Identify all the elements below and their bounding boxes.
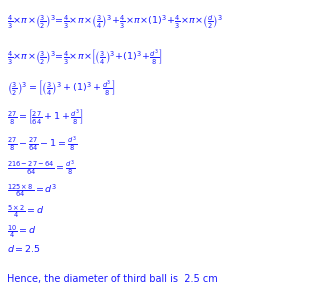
Text: $\frac{4}{3}\!\times\!\pi\!\times\!\left(\frac{3}{2}\right)^{3}\!=\!\frac{4}{3}\: $\frac{4}{3}\!\times\!\pi\!\times\!\left… — [7, 47, 162, 66]
Text: $\frac{5\times 2}{4}=d$: $\frac{5\times 2}{4}=d$ — [7, 203, 44, 220]
Text: $\frac{125\times 8}{64}=d^{3}$: $\frac{125\times 8}{64}=d^{3}$ — [7, 182, 57, 199]
Text: $\frac{27}{8}=\left[\frac{27}{64}+1+\frac{d^{3}}{8}\right]$: $\frac{27}{8}=\left[\frac{27}{64}+1+\fra… — [7, 107, 83, 126]
Text: $\frac{216-27-64}{64}=\frac{d^{3}}{8}$: $\frac{216-27-64}{64}=\frac{d^{3}}{8}$ — [7, 158, 75, 177]
Text: $\left(\frac{3}{2}\right)^{3}=\left[\left(\frac{3}{4}\right)^{3}+(1)^{3}+\frac{d: $\left(\frac{3}{2}\right)^{3}=\left[\lef… — [7, 78, 115, 97]
Text: $\frac{4}{3}\!\times\!\pi\!\times\!\left(\frac{3}{2}\right)^{3}\!=\!\frac{4}{3}\: $\frac{4}{3}\!\times\!\pi\!\times\!\left… — [7, 13, 223, 30]
Text: $\frac{10}{4}=d$: $\frac{10}{4}=d$ — [7, 223, 36, 240]
Text: $\frac{27}{8}-\frac{27}{64}-1=\frac{d^{3}}{8}$: $\frac{27}{8}-\frac{27}{64}-1=\frac{d^{3… — [7, 134, 77, 153]
Text: $d=2.5$: $d=2.5$ — [7, 243, 40, 254]
Text: Hence, the diameter of third ball is  2.5 cm: Hence, the diameter of third ball is 2.5… — [7, 274, 217, 284]
